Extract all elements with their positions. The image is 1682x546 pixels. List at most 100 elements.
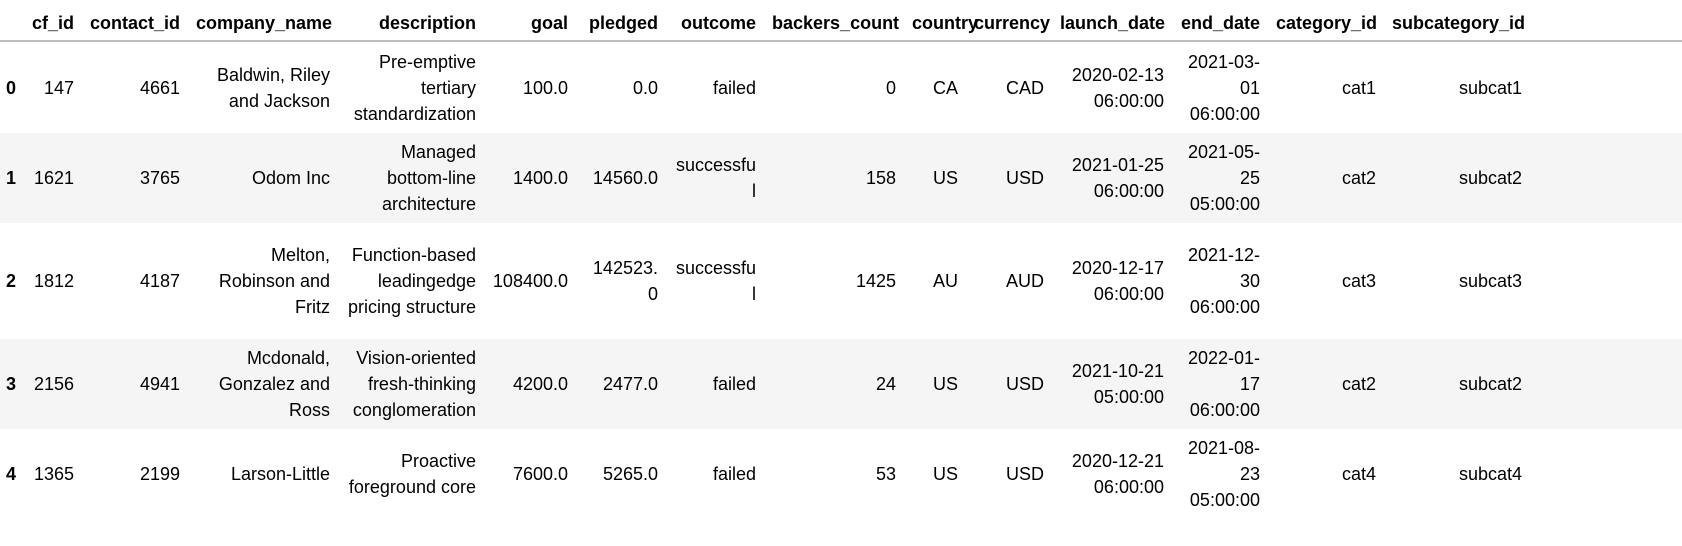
cell-contact-id: 2199 xyxy=(139,464,180,484)
cell-spacer xyxy=(1532,133,1682,223)
cell-goal: 4200.0 xyxy=(512,374,568,394)
cell-launch-date: 2021-01-25 06:00:00 xyxy=(1071,155,1164,201)
table-row: 3 2156 4941 Mcdonald, Gonzalez and Ross … xyxy=(0,339,1682,429)
column-header-goal: goal xyxy=(486,0,578,42)
cell-end-date: 2021-08-23 05:00:00 xyxy=(1187,438,1260,510)
cell-pledged: 142523.0 xyxy=(592,258,658,304)
cell-subcategory-id: subcat2 xyxy=(1458,374,1522,394)
cell-company-name: Odom Inc xyxy=(251,168,330,188)
row-index: 3 xyxy=(6,374,17,394)
cell-pledged: 2477.0 xyxy=(602,374,658,394)
cell-category-id: cat3 xyxy=(1341,271,1376,291)
cell-launch-date: 2020-12-21 06:00:00 xyxy=(1071,451,1164,497)
column-header-pledged: pledged xyxy=(578,0,668,42)
cell-pledged: 14560.0 xyxy=(592,168,658,188)
cell-end-date: 2021-03-01 06:00:00 xyxy=(1187,51,1260,124)
cell-category-id: cat4 xyxy=(1341,464,1376,484)
cell-description: Vision-oriented fresh-thinking conglomer… xyxy=(352,348,476,420)
row-index: 0 xyxy=(6,77,17,98)
cell-contact-id: 4187 xyxy=(139,271,180,291)
cell-cf-id: 1365 xyxy=(33,464,74,484)
cell-backers-count: 1425 xyxy=(855,271,896,291)
cell-end-date: 2021-12-30 06:00:00 xyxy=(1187,245,1260,317)
cell-outcome: failed xyxy=(712,374,756,394)
table-row: 0 147 4661 Baldwin, Riley and Jackson Pr… xyxy=(0,41,1682,133)
column-header-category-id: category_id xyxy=(1270,0,1386,42)
column-header-currency: currency xyxy=(968,0,1054,42)
cell-outcome: failed xyxy=(712,464,756,484)
column-header-backers-count: backers_count xyxy=(766,0,906,42)
cell-backers-count: 53 xyxy=(875,464,896,484)
column-header-contact-id: contact_id xyxy=(84,0,190,42)
cell-end-date: 2022-01-17 06:00:00 xyxy=(1187,348,1260,420)
dataframe-table: cf_id contact_id company_name descriptio… xyxy=(0,0,1682,519)
cell-country: US xyxy=(932,464,958,484)
column-header-company-name: company_name xyxy=(190,0,340,42)
cell-end-date: 2021-05-25 05:00:00 xyxy=(1187,142,1260,214)
cell-launch-date: 2021-10-21 05:00:00 xyxy=(1071,361,1164,407)
cell-currency: CAD xyxy=(1005,77,1044,98)
cell-backers-count: 24 xyxy=(875,374,896,394)
cell-subcategory-id: subcat3 xyxy=(1458,271,1522,291)
cell-description: Managed bottom-line architecture xyxy=(381,142,476,214)
cell-category-id: cat2 xyxy=(1341,374,1376,394)
column-header-cf-id: cf_id xyxy=(26,0,84,42)
cell-cf-id: 1812 xyxy=(33,271,74,291)
cell-outcome: failed xyxy=(712,77,756,98)
cell-subcategory-id: subcat4 xyxy=(1458,464,1522,484)
table-row: 4 1365 2199 Larson-Little Proactive fore… xyxy=(0,429,1682,519)
cell-currency: USD xyxy=(1005,464,1044,484)
cell-category-id: cat2 xyxy=(1341,168,1376,188)
cell-outcome: successful xyxy=(675,258,756,304)
column-header-description: description xyxy=(340,0,486,42)
cell-contact-id: 4661 xyxy=(139,77,180,98)
column-header-subcategory-id: subcategory_id xyxy=(1386,0,1532,42)
cell-goal: 1400.0 xyxy=(512,168,568,188)
row-index: 2 xyxy=(6,271,17,291)
cell-launch-date: 2020-02-13 06:00:00 xyxy=(1071,64,1164,111)
cell-currency: USD xyxy=(1005,374,1044,394)
row-index: 4 xyxy=(6,464,17,484)
cell-category-id: cat1 xyxy=(1341,77,1376,98)
column-header-spacer xyxy=(1532,0,1682,42)
table-row: 1 1621 3765 Odom Inc Managed bottom-line… xyxy=(0,133,1682,223)
cell-country: CA xyxy=(932,77,958,98)
cell-country: US xyxy=(932,374,958,394)
cell-goal: 108400.0 xyxy=(492,271,568,291)
table-row: 2 1812 4187 Melton, Robinson and Fritz F… xyxy=(0,223,1682,339)
cell-backers-count: 158 xyxy=(865,168,896,188)
cell-subcategory-id: subcat2 xyxy=(1458,168,1522,188)
cell-outcome: successful xyxy=(675,155,756,201)
cell-country: AU xyxy=(932,271,958,291)
cell-description: Proactive foreground core xyxy=(348,451,476,497)
cell-company-name: Baldwin, Riley and Jackson xyxy=(216,64,330,111)
cell-company-name: Melton, Robinson and Fritz xyxy=(218,245,330,317)
row-index: 1 xyxy=(6,168,17,188)
cell-country: US xyxy=(932,168,958,188)
cell-description: Function-based leadingedge pricing struc… xyxy=(347,245,476,317)
cell-company-name: Mcdonald, Gonzalez and Ross xyxy=(218,348,330,420)
column-header-launch-date: launch_date xyxy=(1054,0,1174,42)
cell-cf-id: 2156 xyxy=(33,374,74,394)
index-header xyxy=(0,0,26,42)
header-row: cf_id contact_id company_name descriptio… xyxy=(0,0,1682,42)
cell-spacer xyxy=(1532,429,1682,519)
column-header-end-date: end_date xyxy=(1174,0,1270,42)
cell-cf-id: 147 xyxy=(43,77,74,98)
cell-company-name: Larson-Little xyxy=(230,464,330,484)
cell-spacer xyxy=(1532,223,1682,339)
cell-pledged: 0.0 xyxy=(632,77,658,98)
cell-goal: 7600.0 xyxy=(512,464,568,484)
cell-description: Pre-emptive tertiary standardization xyxy=(353,51,476,124)
cell-pledged: 5265.0 xyxy=(602,464,658,484)
cell-launch-date: 2020-12-17 06:00:00 xyxy=(1071,258,1164,304)
cell-spacer xyxy=(1532,41,1682,133)
column-header-outcome: outcome xyxy=(668,0,766,42)
cell-contact-id: 4941 xyxy=(139,374,180,394)
cell-currency: AUD xyxy=(1005,271,1044,291)
cell-backers-count: 0 xyxy=(885,77,896,98)
cell-contact-id: 3765 xyxy=(139,168,180,188)
cell-currency: USD xyxy=(1005,168,1044,188)
column-header-country: country xyxy=(906,0,978,42)
